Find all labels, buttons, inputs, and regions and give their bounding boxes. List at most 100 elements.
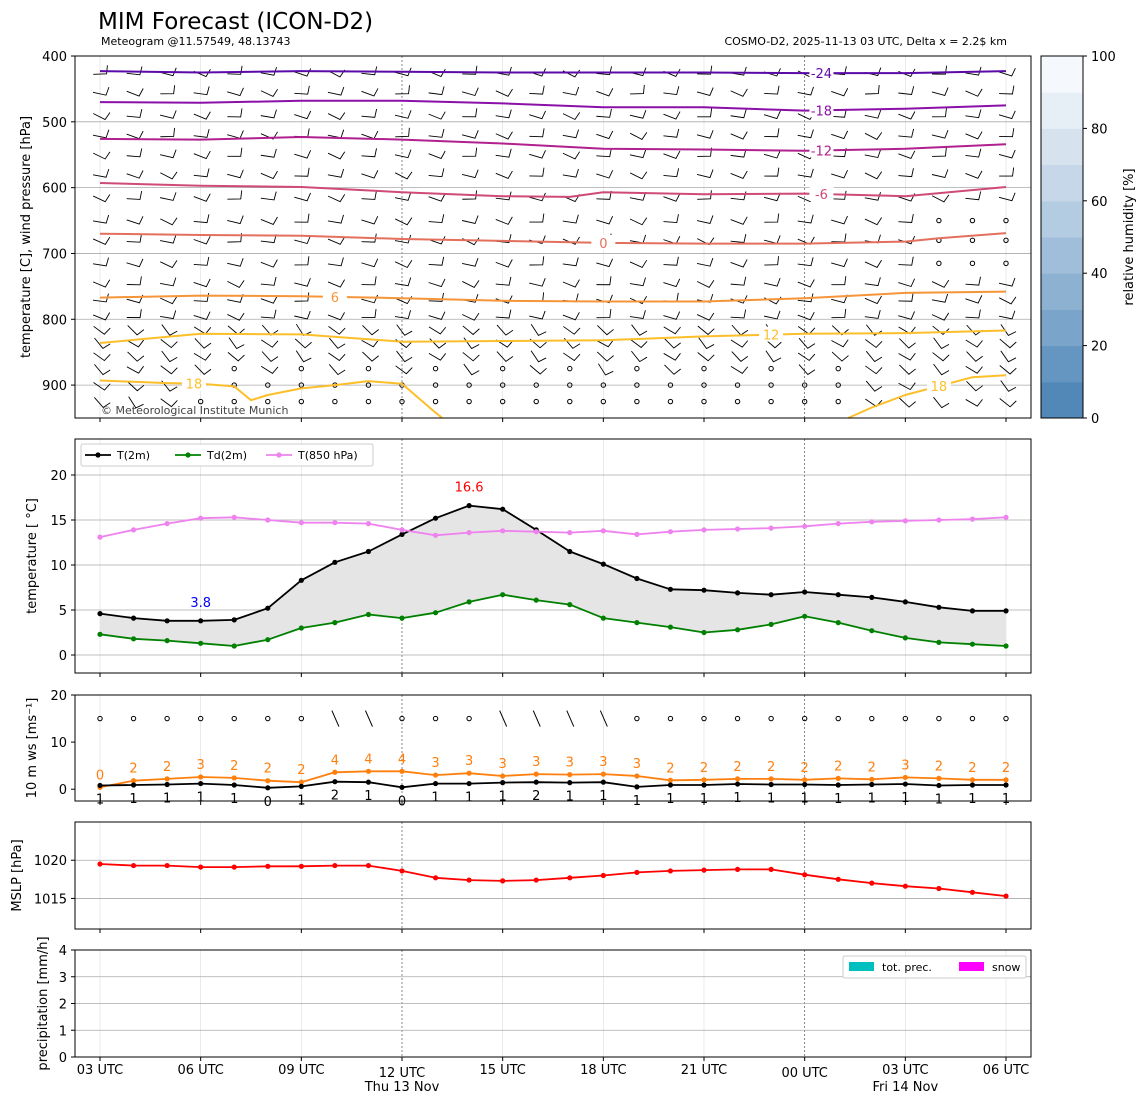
t850-point (399, 527, 405, 533)
mslp-point (97, 861, 103, 867)
snow-legend-swatch (959, 962, 984, 971)
wind-calm-marker (701, 398, 707, 405)
mean-wind-point (164, 781, 170, 788)
wind-barb (328, 352, 346, 362)
gust-point (667, 777, 674, 783)
gust-point (1003, 777, 1009, 783)
mslp-point (835, 876, 841, 882)
gust-value-label: 3 (431, 756, 439, 771)
wind-barb (730, 216, 748, 225)
wind-barb (462, 190, 478, 200)
mean-wind-line (99, 780, 1006, 789)
gust-value-label: 2 (264, 762, 272, 777)
mean-wind-value-label: 1 (599, 789, 607, 804)
mean-wind-value-label: 1 (197, 791, 205, 806)
wind-barb (898, 150, 916, 159)
t2m-point (432, 515, 439, 521)
temp-frame (74, 438, 1032, 674)
wind-barb (227, 147, 243, 157)
wind-barb (664, 338, 681, 349)
wind-calm-marker (902, 715, 909, 722)
mslp-frame (74, 821, 1032, 930)
wind-barb (562, 279, 580, 288)
wind-barb (999, 167, 1015, 177)
wind-barb (294, 310, 311, 320)
wind-barb (562, 86, 580, 96)
wind-barb (428, 292, 444, 302)
mslp-line (99, 863, 1007, 897)
wind-barb (529, 338, 547, 349)
t2m-point (130, 615, 137, 621)
wind-calm-marker (801, 398, 808, 405)
isotherm-label-bg (322, 288, 347, 304)
wind-barb (294, 235, 311, 245)
gust-value-label: 2 (767, 760, 775, 775)
mslp-point (130, 862, 137, 869)
wind-barb (764, 310, 781, 320)
wind-barb (161, 350, 178, 363)
mslp-point (466, 877, 472, 883)
wind-barb (92, 236, 111, 245)
td2m-point (701, 629, 707, 636)
wind-calm-marker (634, 715, 640, 722)
x-tick-label: 00 UTC (781, 1066, 827, 1081)
wind-barb (428, 86, 445, 96)
wind-barb (663, 278, 681, 288)
wind-barb (92, 293, 109, 303)
gust-value-label: 2 (700, 761, 708, 776)
temp-legend-box (80, 443, 374, 467)
y-tick-label: 2 (59, 998, 67, 1013)
wind-calm-marker (835, 382, 841, 388)
wind-calm-marker (533, 398, 539, 405)
mean-wind-value-label: 2 (532, 789, 540, 804)
wind-barb (998, 277, 1016, 287)
wind-calm-marker (332, 398, 338, 405)
t850-point (97, 534, 103, 540)
wind-barb (999, 398, 1017, 408)
wind-barb (364, 710, 373, 727)
mslp-panel: 1015 1020 MSLP [hPa] (10, 821, 1032, 933)
wind-barb (126, 190, 143, 200)
wind-barb (495, 148, 512, 158)
wind-barb (496, 324, 514, 336)
wind-barb (294, 338, 312, 349)
wind-barb (629, 132, 648, 140)
wind-barb (227, 169, 244, 179)
colorbar-tick-label: 60 (1091, 195, 1108, 210)
wind-barb (764, 128, 780, 138)
t2m-point (936, 604, 942, 610)
t2m-legend-label: T(2m) (116, 449, 150, 462)
copyright-note: © Meteorological Institute Munich (101, 404, 288, 417)
mean-wind-value-label: 1 (364, 789, 372, 804)
wind-barb (160, 85, 176, 95)
y-tick-label: 0 (59, 783, 67, 798)
t2m-point (365, 548, 372, 555)
td2m-point (399, 615, 405, 621)
t850-point (902, 518, 908, 524)
td2m-point (969, 641, 976, 647)
wind-barb (932, 352, 950, 362)
colorbar-band (1041, 92, 1083, 129)
wind-barb (428, 128, 445, 138)
wind-barb (663, 214, 679, 224)
wind-barb (698, 337, 715, 350)
t2m-point (198, 618, 204, 624)
wind-calm-marker (567, 382, 573, 388)
wind-calm-marker (399, 398, 405, 405)
x-tick-label: 12 UTC (379, 1066, 425, 1081)
x-tick-label: 09 UTC (278, 1063, 324, 1078)
colorbar-tick-label: 40 (1091, 267, 1108, 282)
t2m-point (835, 592, 841, 598)
wind-barb (361, 258, 379, 268)
colorbar-band (1041, 237, 1083, 274)
wind-barb (495, 276, 512, 286)
wind-barb (898, 311, 915, 320)
wind-barb (865, 339, 883, 349)
y-tick-label: 3 (59, 971, 67, 986)
wind-frame (74, 694, 1032, 802)
wind-barb (797, 312, 815, 321)
wind-barb (126, 88, 144, 97)
wind-barb (529, 310, 546, 320)
wind-barb (730, 148, 747, 158)
wind-calm-marker (936, 217, 942, 224)
